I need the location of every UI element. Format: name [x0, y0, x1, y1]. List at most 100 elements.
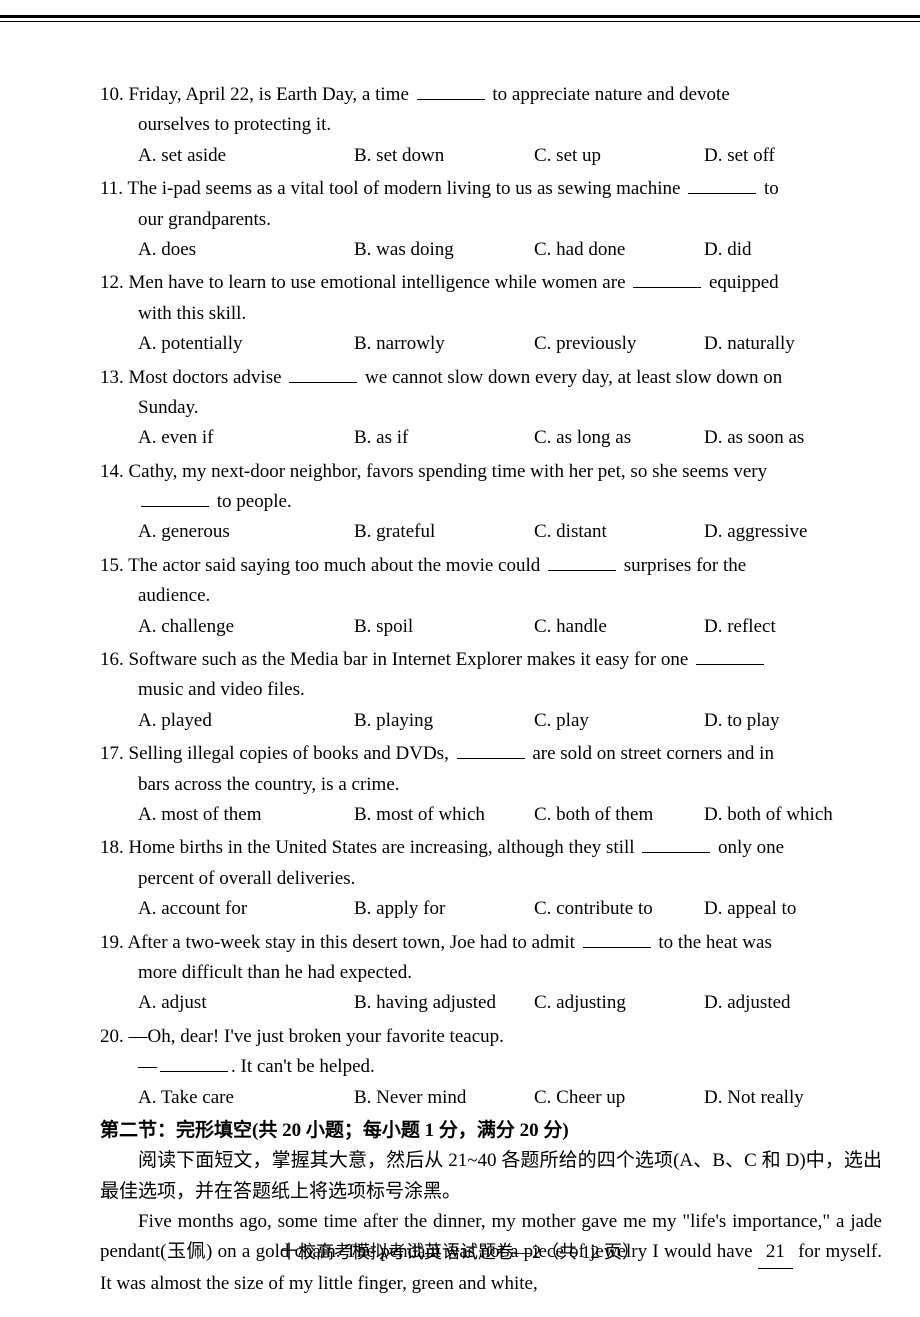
- q-num: 17.: [100, 743, 124, 764]
- options-row: A. does B. was doing C. had done D. did: [138, 235, 882, 265]
- option-c: C. as long as: [534, 423, 704, 453]
- q-text-part: After a two-week stay in this desert tow…: [127, 932, 579, 953]
- option-d: D. did: [704, 235, 882, 265]
- q-text-line2: ourselves to protecting it.: [138, 110, 882, 140]
- options-row: A. challenge B. spoil C. handle D. refle…: [138, 612, 882, 642]
- q-text-part: . It can't be helped.: [231, 1056, 375, 1077]
- options-row: A. most of them B. most of which C. both…: [138, 800, 882, 830]
- q-num: 14.: [100, 461, 124, 482]
- option-b: B. was doing: [354, 235, 534, 265]
- options-row: A. account for B. apply for C. contribut…: [138, 894, 882, 924]
- option-a: A. potentially: [138, 329, 354, 359]
- q-text-part: are sold on street corners and in: [528, 743, 774, 764]
- option-b: B. apply for: [354, 894, 534, 924]
- page-footer: 十校高考模拟考试英语试题卷—2（共 12 页）: [0, 1238, 920, 1267]
- option-b: B. grateful: [354, 517, 534, 547]
- blank: [141, 488, 209, 507]
- q-text-part: equipped: [704, 272, 778, 293]
- option-a: A. most of them: [138, 800, 354, 830]
- q-text-part: Cathy, my next-door neighbor, favors spe…: [129, 461, 768, 482]
- blank: [160, 1053, 228, 1072]
- option-a: A. adjust: [138, 988, 354, 1018]
- blank: [289, 364, 357, 383]
- option-c: C. handle: [534, 612, 704, 642]
- q-num: 20.: [100, 1026, 124, 1047]
- option-a: A. challenge: [138, 612, 354, 642]
- options-row: A. played B. playing C. play D. to play: [138, 706, 882, 736]
- q-text-part: Software such as the Media bar in Intern…: [129, 649, 694, 670]
- options-row: A. Take care B. Never mind C. Cheer up D…: [138, 1083, 882, 1113]
- blank: [642, 834, 710, 853]
- question-18: 18. Home births in the United States are…: [100, 833, 882, 924]
- blank: [696, 646, 764, 665]
- option-b: B. having adjusted: [354, 988, 534, 1018]
- option-a: A. set aside: [138, 141, 354, 171]
- q-text-part: —Oh, dear! I've just broken your favorit…: [129, 1026, 504, 1047]
- option-b: B. set down: [354, 141, 534, 171]
- q-text-part: Most doctors advise: [129, 367, 287, 388]
- q-num: 18.: [100, 837, 124, 858]
- option-a: A. Take care: [138, 1083, 354, 1113]
- option-d: D. adjusted: [704, 988, 882, 1018]
- q-text-part: Home births in the United States are inc…: [129, 837, 640, 858]
- option-b: B. most of which: [354, 800, 534, 830]
- option-d: D. as soon as: [704, 423, 882, 453]
- q-text-part: Selling illegal copies of books and DVDs…: [129, 743, 454, 764]
- q-text-line2: percent of overall deliveries.: [138, 864, 882, 894]
- option-a: A. even if: [138, 423, 354, 453]
- blank: [417, 81, 485, 100]
- option-a: A. account for: [138, 894, 354, 924]
- q-num: 11.: [100, 178, 123, 199]
- q-num: 15.: [100, 555, 124, 576]
- question-11: 11. The i-pad seems as a vital tool of m…: [100, 174, 882, 265]
- q-text-part: to appreciate nature and devote: [488, 84, 730, 105]
- q-num: 10.: [100, 84, 124, 105]
- option-b: B. spoil: [354, 612, 534, 642]
- option-d: D. appeal to: [704, 894, 882, 924]
- q-text-line2: music and video files.: [138, 675, 882, 705]
- option-d: D. reflect: [704, 612, 882, 642]
- q-text-line2: Sunday.: [138, 393, 882, 423]
- q-text-line2: bars across the country, is a crime.: [138, 770, 882, 800]
- q-text-line2: our grandparents.: [138, 205, 882, 235]
- option-c: C. play: [534, 706, 704, 736]
- option-a: A. generous: [138, 517, 354, 547]
- option-a: A. played: [138, 706, 354, 736]
- q-text-part: surprises for the: [619, 555, 746, 576]
- q-num: 13.: [100, 367, 124, 388]
- blank: [688, 175, 756, 194]
- content-area: 10. Friday, April 22, is Earth Day, a ti…: [100, 80, 882, 1299]
- question-13: 13. Most doctors advise we cannot slow d…: [100, 363, 882, 454]
- option-d: D. aggressive: [704, 517, 882, 547]
- option-c: C. adjusting: [534, 988, 704, 1018]
- option-b: B. playing: [354, 706, 534, 736]
- question-16: 16. Software such as the Media bar in In…: [100, 645, 882, 736]
- option-d: D. set off: [704, 141, 882, 171]
- option-c: C. Cheer up: [534, 1083, 704, 1113]
- options-row: A. generous B. grateful C. distant D. ag…: [138, 517, 882, 547]
- instructions-text: 阅读下面短文，掌握其大意，然后从 21~40 各题所给的四个选项(A、B、C 和…: [100, 1146, 882, 1207]
- question-12: 12. Men have to learn to use emotional i…: [100, 268, 882, 359]
- q-text-line2: more difficult than he had expected.: [138, 958, 882, 988]
- q-num: 19.: [100, 932, 124, 953]
- option-b: B. Never mind: [354, 1083, 534, 1113]
- option-b: B. narrowly: [354, 329, 534, 359]
- blank: [548, 552, 616, 571]
- question-20: 20. —Oh, dear! I've just broken your fav…: [100, 1022, 882, 1113]
- q-text-part: The actor said saying too much about the…: [128, 555, 545, 576]
- option-d: D. naturally: [704, 329, 882, 359]
- section-header: 第二节：完形填空(共 20 小题；每小题 1 分，满分 20 分): [100, 1116, 882, 1146]
- question-10: 10. Friday, April 22, is Earth Day, a ti…: [100, 80, 882, 171]
- options-row: A. even if B. as if C. as long as D. as …: [138, 423, 882, 453]
- blank: [633, 269, 701, 288]
- options-row: A. adjust B. having adjusted C. adjustin…: [138, 988, 882, 1018]
- q-text-part: Friday, April 22, is Earth Day, a time: [129, 84, 414, 105]
- blank: [583, 929, 651, 948]
- q-text-line2: with this skill.: [138, 299, 882, 329]
- option-d: D. both of which: [704, 800, 882, 830]
- q-text-part: only one: [713, 837, 784, 858]
- option-c: C. both of them: [534, 800, 704, 830]
- option-c: C. previously: [534, 329, 704, 359]
- q-dash: —: [138, 1056, 157, 1077]
- q-num: 12.: [100, 272, 124, 293]
